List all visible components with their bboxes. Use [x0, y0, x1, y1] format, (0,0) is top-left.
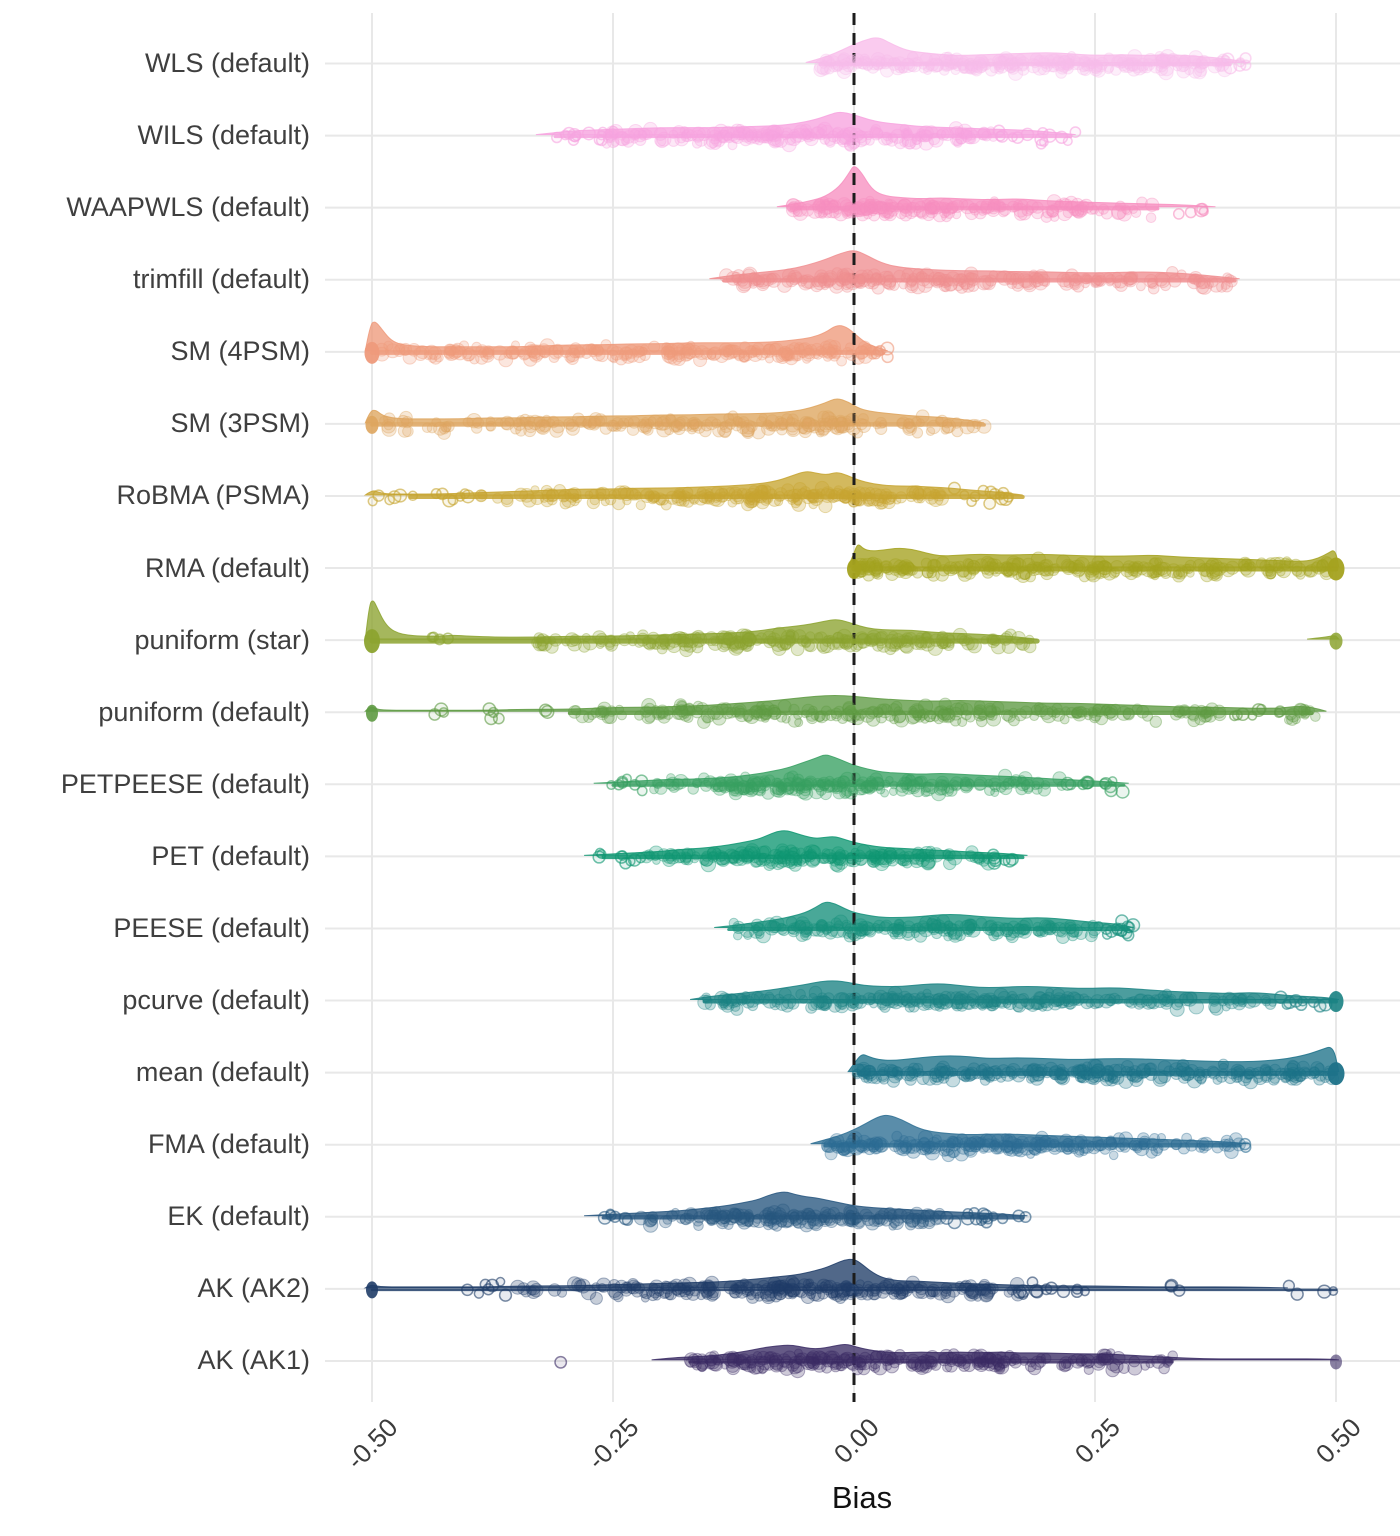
density-curve	[584, 830, 1028, 856]
row-wls-default-	[813, 49, 1252, 81]
y-axis-label: SM (4PSM)	[170, 336, 310, 367]
y-axis-label: puniform (star)	[134, 624, 310, 655]
row-data	[364, 49, 1345, 1379]
density-curve	[364, 321, 888, 352]
row-pcurve-default-	[697, 985, 1344, 1017]
density-curve	[593, 754, 1129, 784]
density-curve	[364, 694, 1327, 712]
row-sm-4psm-	[364, 338, 895, 368]
row-trimfill-default-	[719, 266, 1238, 295]
y-axis-label: EK (default)	[167, 1201, 310, 1232]
density-curve	[847, 1046, 1340, 1073]
endpoint-dot	[1329, 632, 1343, 650]
density-curve	[535, 111, 1076, 136]
density-curve	[364, 600, 1038, 640]
density-curve	[714, 901, 1134, 928]
row-pet-default-	[592, 843, 1025, 873]
row-puniform-default-	[366, 697, 1321, 729]
row-robma-psma-	[367, 480, 1025, 514]
row-ak-ak2-	[366, 1275, 1339, 1305]
endpoint-dot	[1327, 557, 1345, 581]
endpoint-dot	[364, 341, 380, 364]
y-axis-label: WAAPWLS (default)	[66, 192, 310, 223]
y-axis-label: AK (AK1)	[197, 1345, 310, 1376]
row-puniform-star-	[364, 626, 1343, 658]
y-axis-label: trimfill (default)	[132, 264, 310, 295]
endpoint-dot	[1162, 1355, 1173, 1368]
density-curve	[584, 1191, 1028, 1217]
y-axis-label: mean (default)	[135, 1057, 310, 1088]
y-axis-label: WILS (default)	[137, 120, 310, 151]
y-axis-label: SM (3PSM)	[170, 408, 310, 439]
row-fma-default-	[821, 1130, 1252, 1163]
density-curve	[364, 398, 985, 424]
endpoint-dot	[366, 704, 378, 722]
endpoint-dot	[1330, 1354, 1342, 1370]
row-ek-default-	[597, 1203, 1032, 1233]
endpoint-dot	[1327, 1062, 1345, 1086]
density-curve	[363, 1258, 1288, 1289]
endpoint-dot	[847, 559, 861, 580]
row-waapwls-default-	[785, 194, 1209, 223]
row-petpeese-default-	[606, 768, 1130, 802]
density-curve	[709, 250, 1240, 280]
density-curve	[805, 37, 1250, 63]
y-axis-label: WLS (default)	[144, 48, 310, 78]
y-axis-label: AK (AK2)	[197, 1273, 310, 1304]
endpoint-dot	[365, 415, 379, 434]
y-axis-label: PET (default)	[151, 840, 310, 871]
row-rma-default-	[847, 551, 1345, 584]
y-axis-label: FMA (default)	[147, 1129, 310, 1160]
density-clouds	[363, 37, 1341, 1361]
endpoint-dot	[364, 629, 380, 654]
density-curve	[690, 980, 1339, 1000]
y-axis-label: PEESE (default)	[113, 912, 310, 943]
y-axis-label: pcurve (default)	[122, 985, 310, 1016]
row-wils-default-	[551, 121, 1082, 153]
y-axis-label: RMA (default)	[144, 552, 310, 583]
density-curve	[776, 166, 1216, 208]
row-sm-3psm-	[365, 409, 992, 440]
density-curve	[847, 544, 1340, 568]
density-curve	[810, 1114, 1250, 1145]
row-peese-default-	[727, 914, 1141, 944]
density-curve	[651, 1344, 1339, 1361]
endpoint-dot	[1328, 991, 1344, 1013]
row-ak-ak1-	[554, 1348, 1342, 1379]
x-axis-title: Bias	[831, 1480, 893, 1515]
y-axis-label: puniform (default)	[98, 696, 310, 727]
y-axis-label: RoBMA (PSMA)	[116, 480, 310, 511]
y-axis-label: PETPEESE (default)	[60, 768, 310, 799]
endpoint-dot	[366, 1281, 378, 1299]
row-mean-default-	[851, 1058, 1345, 1090]
